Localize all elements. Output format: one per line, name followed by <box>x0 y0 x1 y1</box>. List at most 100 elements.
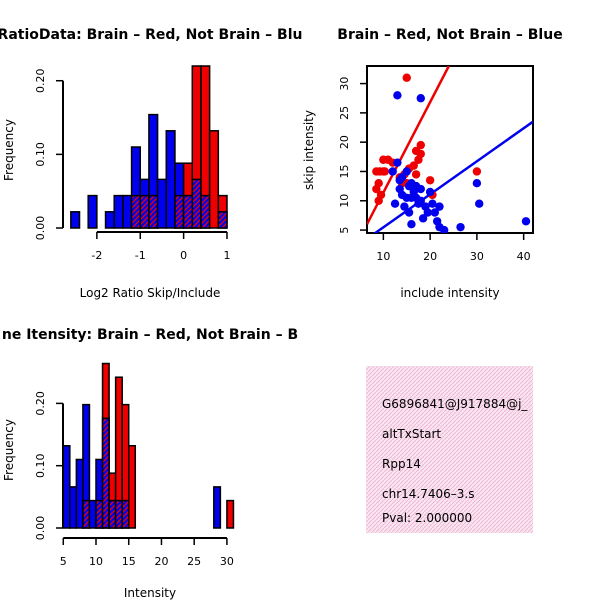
ratio-histogram-overlap-bar <box>139 194 150 229</box>
intensity-scatter-point-not-brain <box>404 208 414 217</box>
intensity-histogram: ne Itensity: Brain – Red, Not Brain – B … <box>2 327 298 600</box>
info-pval: Pval: 2.000000 <box>382 511 472 525</box>
intensity-scatter-point-brain <box>374 196 383 205</box>
ratio-histogram-bar <box>208 130 220 229</box>
intensity-scatter-point-not-brain <box>400 202 409 211</box>
intensity-scatter-x-tick-label: 30 <box>470 250 484 263</box>
intensity-histogram-overlap-bar <box>101 417 110 529</box>
intensity-scatter-point-not-brain <box>418 214 428 223</box>
intensity-histogram-bar <box>75 458 84 529</box>
intensity-scatter-x-tick-label: 20 <box>423 250 437 263</box>
intensity-scatter-point-brain <box>472 167 482 176</box>
info-line-location: chr14.7406–3.s <box>382 487 474 501</box>
ratio-histogram-ylabel: Frequency <box>2 119 16 181</box>
intensity-histogram-xlabel: Intensity <box>124 586 176 600</box>
intensity-scatter-point-not-brain <box>402 167 411 176</box>
intensity-scatter-point-brain <box>416 149 425 159</box>
intensity-scatter-point-not-brain <box>388 167 397 176</box>
intensity-scatter-ylabel: skip intensity <box>302 110 316 190</box>
intensity-scatter-y-tick-label: 25 <box>338 106 351 120</box>
intensity-histogram-overlap-bar <box>82 499 91 529</box>
intensity-scatter-points <box>372 73 531 233</box>
intensity-scatter-point-not-brain <box>393 91 402 100</box>
info-line-id: G6896841@J917884@j_ <box>382 397 528 411</box>
ratio-histogram-y-axis: 0.00 0.10 0.20 <box>34 68 64 241</box>
intensity-scatter-frame <box>366 65 534 234</box>
intensity-scatter-fit-lines <box>367 66 533 233</box>
intensity-histogram-x-tick-label: 30 <box>220 555 234 568</box>
intensity-histogram-bar <box>226 499 235 529</box>
intensity-scatter-point-not-brain <box>521 217 531 226</box>
ratio-histogram-y-tick-label: 0.00 <box>34 216 47 241</box>
intensity-histogram-overlap-bar <box>114 499 123 529</box>
intensity-scatter-point-not-brain <box>425 187 435 197</box>
ratio-histogram-overlap-bar <box>130 194 141 229</box>
intensity-scatter-point-not-brain <box>390 199 400 208</box>
ratio-histogram-overlap-bar <box>148 194 159 229</box>
ratio-histogram-x-tick-label: -2 <box>91 249 102 262</box>
intensity-histogram-y-tick-label: 0.20 <box>34 391 47 416</box>
intensity-histogram-x-tick-label: 15 <box>122 555 136 568</box>
intensity-scatter-point-not-brain <box>472 178 482 188</box>
ratio-histogram-x-tick-label: 1 <box>223 249 230 262</box>
ratio-histogram-overlap-bar <box>174 194 185 229</box>
ratio-histogram-title: RatioData: Brain – Red, Not Brain – Blu <box>0 27 302 43</box>
intensity-scatter-y-tick-label: 30 <box>338 77 351 91</box>
info-line-gene: Rpp14 <box>382 457 421 471</box>
intensity-scatter-point-brain <box>374 178 383 188</box>
ratio-histogram-overlap-bar <box>200 194 211 229</box>
intensity-scatter-point-brain <box>372 167 381 176</box>
intensity-histogram-ylabel: Frequency <box>2 419 16 481</box>
intensity-histogram-overlap-bar <box>121 499 130 529</box>
ratio-histogram-x-axis: -2 -1 0 1 <box>91 231 230 262</box>
intensity-histogram-y-axis: 0.00 0.10 0.20 <box>34 391 64 540</box>
intensity-scatter-point-not-brain <box>456 222 465 232</box>
info-line-event: altTxStart <box>382 427 441 441</box>
intensity-scatter-x-axis: 10 20 30 40 <box>376 233 531 263</box>
intensity-scatter-point-not-brain <box>416 196 425 205</box>
intensity-scatter-y-axis: 5 10 15 20 25 30 <box>338 77 367 234</box>
intensity-histogram-x-tick-label: 10 <box>89 555 103 568</box>
intensity-scatter-y-tick-label: 10 <box>338 194 351 208</box>
intensity-histogram-bar <box>213 486 222 529</box>
intensity-scatter-point-not-brain <box>428 199 437 208</box>
ratio-histogram: RatioData: Brain – Red, Not Brain – Blu … <box>0 27 302 300</box>
intensity-histogram-bars <box>62 362 235 529</box>
intensity-histogram-y-tick-label: 0.10 <box>34 453 47 478</box>
intensity-scatter-point-not-brain <box>411 181 421 191</box>
ratio-histogram-overlap-bar <box>191 178 202 229</box>
ratio-histogram-bar <box>113 194 124 229</box>
ratio-histogram-bar <box>122 194 133 229</box>
intensity-histogram-x-tick-label: 20 <box>154 555 168 568</box>
intensity-scatter-point-not-brain <box>407 193 416 203</box>
ratio-histogram-bar <box>87 194 98 229</box>
intensity-scatter-point-not-brain <box>407 220 416 229</box>
intensity-histogram-bar <box>62 445 71 529</box>
intensity-histogram-bar <box>127 445 137 529</box>
info-panel: G6896841@J917884@j_ altTxStart Rpp14 chr… <box>366 366 533 533</box>
intensity-histogram-bar <box>88 499 97 529</box>
intensity-histogram-overlap-bar <box>95 499 104 529</box>
ratio-histogram-bars <box>70 65 228 229</box>
intensity-scatter-point-not-brain <box>423 208 432 217</box>
intensity-histogram-bar <box>69 486 78 529</box>
intensity-scatter-point-not-brain <box>430 208 440 217</box>
ratio-histogram-bar <box>70 211 81 229</box>
intensity-scatter-point-brain <box>425 176 435 185</box>
ratio-histogram-x-tick-label: -1 <box>135 249 146 262</box>
intensity-scatter-point-not-brain <box>404 181 414 191</box>
intensity-histogram-x-axis: 5 10 15 20 25 30 <box>60 537 234 568</box>
ratio-histogram-x-tick-label: 0 <box>180 249 187 262</box>
ratio-histogram-bar <box>165 130 176 229</box>
ratio-histogram-overlap-bar <box>217 211 228 229</box>
intensity-scatter-point-brain <box>416 140 425 150</box>
ratio-histogram-bar <box>156 178 168 229</box>
intensity-histogram-x-tick-label: 5 <box>60 555 67 568</box>
intensity-scatter-point-brain <box>411 170 421 179</box>
intensity-histogram-overlap-bar <box>108 499 117 529</box>
intensity-scatter-y-tick-label: 15 <box>338 164 351 178</box>
intensity-scatter-point-brain <box>409 161 418 170</box>
intensity-scatter-xlabel: include intensity <box>400 286 499 300</box>
intensity-scatter-point-brain <box>402 73 411 82</box>
